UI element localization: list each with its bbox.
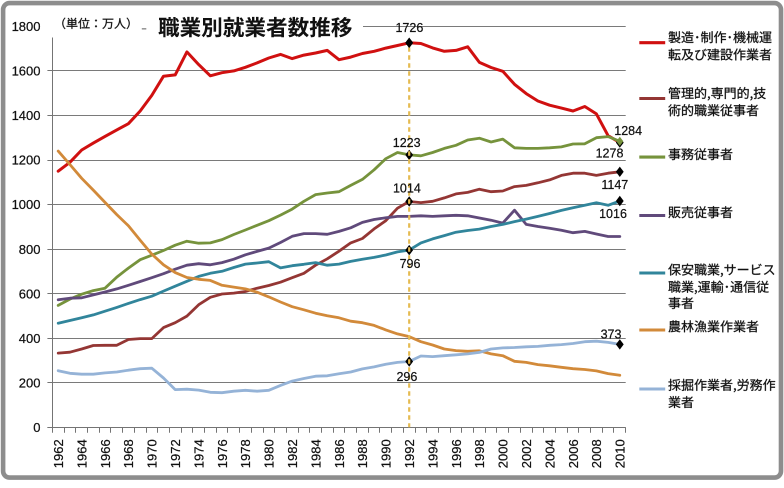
svg-text:2006: 2006 [566, 439, 581, 468]
svg-text:1000: 1000 [12, 197, 41, 212]
svg-text:1990: 1990 [379, 439, 394, 468]
svg-text:1982: 1982 [285, 439, 300, 468]
svg-text:200: 200 [19, 376, 41, 391]
svg-text:2010: 2010 [613, 439, 628, 468]
svg-text:1016: 1016 [599, 207, 627, 221]
svg-text:1972: 1972 [168, 439, 183, 468]
svg-text:796: 796 [400, 257, 421, 271]
svg-text:1996: 1996 [449, 439, 464, 468]
svg-text:1147: 1147 [601, 178, 628, 192]
svg-text:1223: 1223 [393, 136, 421, 150]
svg-text:1976: 1976 [215, 439, 230, 468]
svg-text:1600: 1600 [12, 64, 41, 79]
svg-text:600: 600 [19, 286, 41, 301]
svg-text:2000: 2000 [496, 439, 511, 468]
svg-text:1966: 1966 [98, 439, 113, 468]
svg-text:1992: 1992 [402, 439, 417, 468]
svg-text:1400: 1400 [12, 108, 41, 123]
svg-text:1726: 1726 [395, 21, 423, 35]
svg-text:2008: 2008 [589, 439, 604, 468]
svg-text:1284: 1284 [614, 124, 642, 138]
svg-text:1970: 1970 [145, 439, 160, 468]
svg-text:1978: 1978 [238, 439, 253, 468]
svg-text:1800: 1800 [12, 19, 41, 34]
svg-text:1962: 1962 [51, 439, 66, 468]
svg-text:400: 400 [19, 331, 41, 346]
svg-text:296: 296 [396, 370, 417, 384]
svg-text:1200: 1200 [12, 153, 41, 168]
svg-text:1980: 1980 [262, 439, 277, 468]
svg-text:1968: 1968 [121, 439, 136, 468]
svg-text:1988: 1988 [355, 439, 370, 468]
svg-text:1014: 1014 [393, 182, 421, 196]
svg-text:800: 800 [19, 242, 41, 257]
svg-text:373: 373 [601, 328, 622, 342]
svg-text:1278: 1278 [596, 147, 624, 161]
svg-text:1994: 1994 [425, 439, 440, 468]
svg-text:2004: 2004 [542, 439, 557, 468]
svg-text:0: 0 [33, 420, 40, 435]
svg-text:1974: 1974 [192, 439, 207, 468]
svg-text:2002: 2002 [519, 439, 534, 468]
svg-text:1986: 1986 [332, 439, 347, 468]
svg-text:1964: 1964 [75, 439, 90, 468]
svg-text:1998: 1998 [472, 439, 487, 468]
svg-text:1984: 1984 [308, 439, 323, 468]
